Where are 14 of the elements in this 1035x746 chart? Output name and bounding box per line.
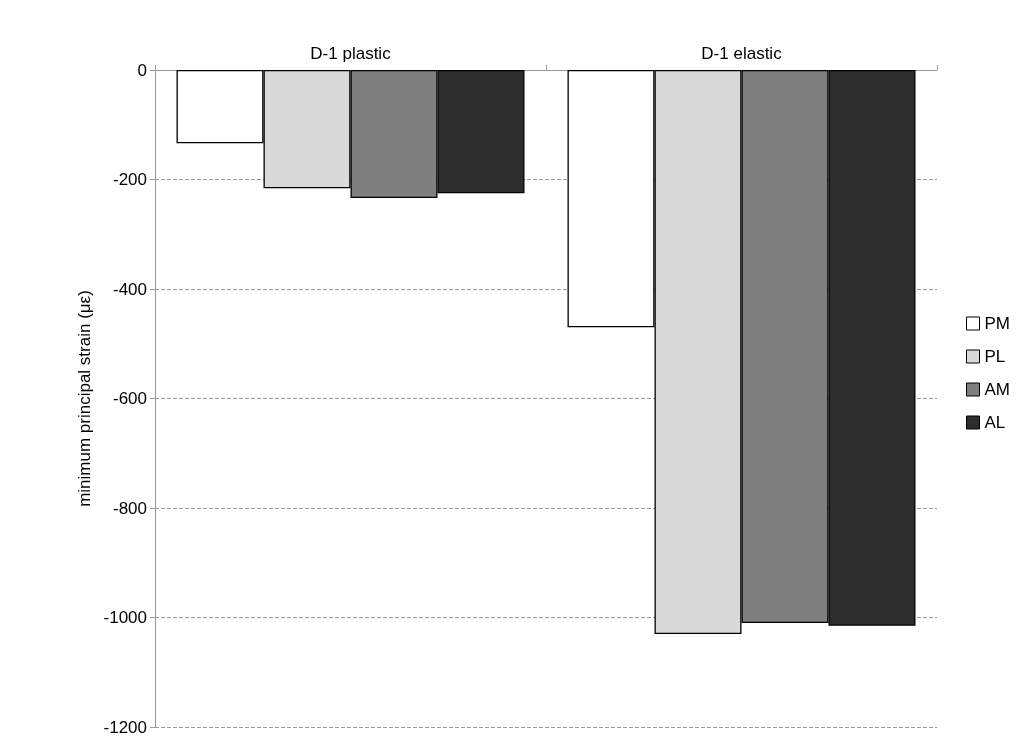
- legend-label: AM: [984, 380, 1010, 399]
- y-tick-label: -1000: [103, 608, 147, 627]
- x-tick-label: D-1 plastic: [310, 44, 392, 63]
- legend-label: AL: [984, 413, 1006, 432]
- y-tick-label: -600: [112, 389, 147, 408]
- y-tick-label: -200: [112, 170, 147, 189]
- y-tick-label: -400: [112, 279, 147, 299]
- legend-label: PM: [984, 314, 1010, 333]
- x-tick-label: D-1 elastic: [701, 44, 783, 63]
- y-tick-label: -800: [112, 498, 147, 518]
- legend-label: PL: [984, 347, 1006, 366]
- y-axis-title: minimum principal strain (με): [74, 290, 94, 507]
- y-tick-label: -1200: [103, 717, 147, 737]
- y-tick-label: 0: [137, 60, 147, 80]
